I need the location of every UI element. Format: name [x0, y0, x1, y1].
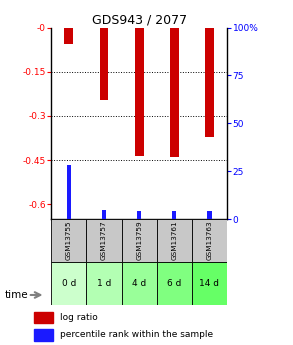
Bar: [170, 28, 179, 157]
Bar: [51, 219, 86, 262]
Title: GDS943 / 2077: GDS943 / 2077: [92, 13, 187, 27]
Bar: [64, 28, 73, 44]
Bar: [157, 219, 192, 262]
Text: log ratio: log ratio: [60, 313, 98, 322]
Text: GSM13757: GSM13757: [101, 221, 107, 260]
Bar: [51, 262, 86, 305]
Text: 6 d: 6 d: [167, 279, 182, 288]
Bar: [67, 166, 71, 219]
Bar: [192, 262, 227, 305]
Bar: [157, 262, 192, 305]
Text: 0 d: 0 d: [62, 279, 76, 288]
Bar: [86, 262, 122, 305]
Bar: [100, 28, 108, 100]
Bar: [135, 28, 144, 156]
Bar: [122, 262, 157, 305]
Text: percentile rank within the sample: percentile rank within the sample: [60, 331, 213, 339]
Bar: [137, 211, 141, 219]
Text: 14 d: 14 d: [200, 279, 219, 288]
Text: 1 d: 1 d: [97, 279, 111, 288]
Text: GSM13755: GSM13755: [66, 221, 72, 260]
Bar: [86, 219, 122, 262]
Bar: [102, 209, 106, 219]
Bar: [122, 219, 157, 262]
Text: 4 d: 4 d: [132, 279, 146, 288]
Bar: [172, 211, 176, 219]
Text: time: time: [4, 290, 28, 300]
Text: GSM13759: GSM13759: [136, 221, 142, 260]
Text: GSM13761: GSM13761: [171, 221, 177, 260]
Bar: [207, 211, 212, 219]
Bar: [205, 28, 214, 137]
Text: GSM13763: GSM13763: [207, 221, 212, 260]
Bar: [192, 219, 227, 262]
Bar: [35, 312, 52, 323]
Bar: [35, 329, 52, 341]
